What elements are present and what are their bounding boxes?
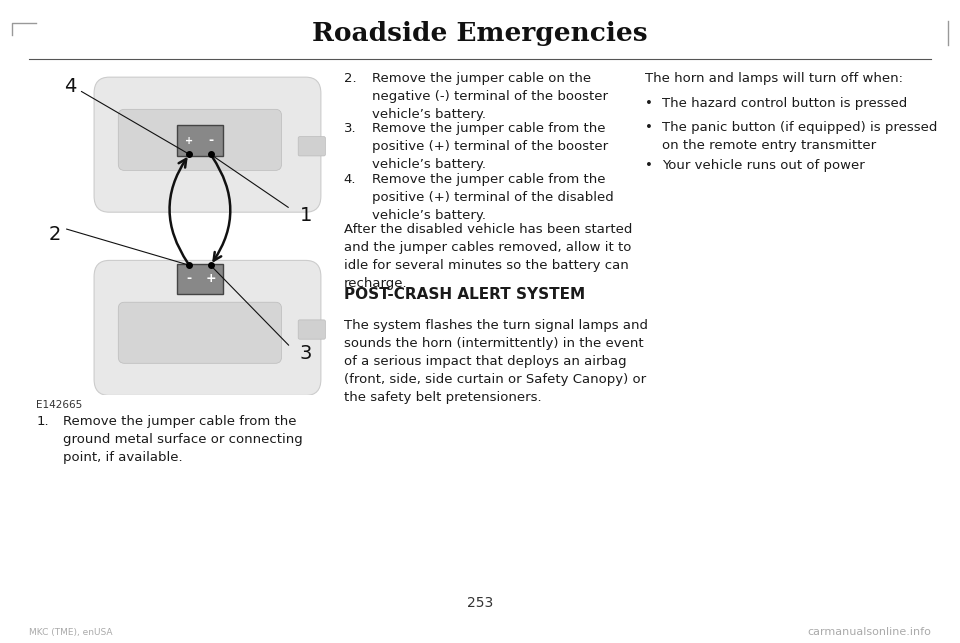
- Text: The horn and lamps will turn off when:: The horn and lamps will turn off when:: [645, 72, 903, 85]
- Text: Remove the jumper cable from the
positive (+) terminal of the disabled
vehicle’s: Remove the jumper cable from the positiv…: [372, 173, 614, 222]
- FancyBboxPatch shape: [118, 109, 281, 170]
- Text: Remove the jumper cable on the
negative (-) terminal of the booster
vehicle’s ba: Remove the jumper cable on the negative …: [372, 72, 609, 121]
- Text: 3: 3: [300, 344, 312, 363]
- Text: The panic button (if equipped) is pressed
on the remote entry transmitter: The panic button (if equipped) is presse…: [662, 121, 938, 152]
- Text: •: •: [645, 121, 653, 134]
- Text: -: -: [187, 273, 192, 285]
- FancyArrowPatch shape: [212, 157, 230, 260]
- FancyBboxPatch shape: [118, 302, 281, 363]
- Text: The system flashes the turn signal lamps and
sounds the horn (intermittently) in: The system flashes the turn signal lamps…: [344, 319, 648, 404]
- Text: After the disabled vehicle has been started
and the jumper cables removed, allow: After the disabled vehicle has been star…: [344, 223, 632, 291]
- Text: 1: 1: [300, 206, 312, 225]
- Text: Remove the jumper cable from the
positive (+) terminal of the booster
vehicle’s : Remove the jumper cable from the positiv…: [372, 122, 609, 172]
- FancyBboxPatch shape: [94, 77, 321, 212]
- FancyBboxPatch shape: [94, 260, 321, 395]
- Text: 4: 4: [63, 77, 76, 96]
- FancyArrowPatch shape: [170, 159, 188, 263]
- Text: Roadside Emergencies: Roadside Emergencies: [312, 21, 648, 46]
- Text: 4.: 4.: [344, 173, 356, 186]
- FancyBboxPatch shape: [299, 320, 325, 340]
- Text: carmanualsonline.info: carmanualsonline.info: [807, 626, 931, 637]
- Text: 2: 2: [49, 225, 60, 244]
- Text: E142665: E142665: [36, 400, 83, 410]
- Text: +: +: [205, 273, 216, 285]
- Text: 253: 253: [467, 595, 493, 610]
- FancyBboxPatch shape: [178, 125, 223, 156]
- FancyBboxPatch shape: [299, 137, 325, 156]
- Text: +: +: [185, 136, 193, 146]
- Text: Remove the jumper cable from the
ground metal surface or connecting
point, if av: Remove the jumper cable from the ground …: [63, 415, 303, 464]
- Text: Your vehicle runs out of power: Your vehicle runs out of power: [662, 159, 865, 172]
- FancyBboxPatch shape: [178, 264, 223, 294]
- Text: 2.: 2.: [344, 72, 356, 85]
- Text: The hazard control button is pressed: The hazard control button is pressed: [662, 96, 907, 109]
- Text: -: -: [208, 134, 213, 147]
- Text: MKC (TME), enUSA: MKC (TME), enUSA: [29, 628, 112, 637]
- Text: •: •: [645, 96, 653, 109]
- Text: 3.: 3.: [344, 122, 356, 136]
- Text: POST-CRASH ALERT SYSTEM: POST-CRASH ALERT SYSTEM: [344, 287, 585, 302]
- Text: 1.: 1.: [36, 415, 49, 428]
- Text: •: •: [645, 159, 653, 172]
